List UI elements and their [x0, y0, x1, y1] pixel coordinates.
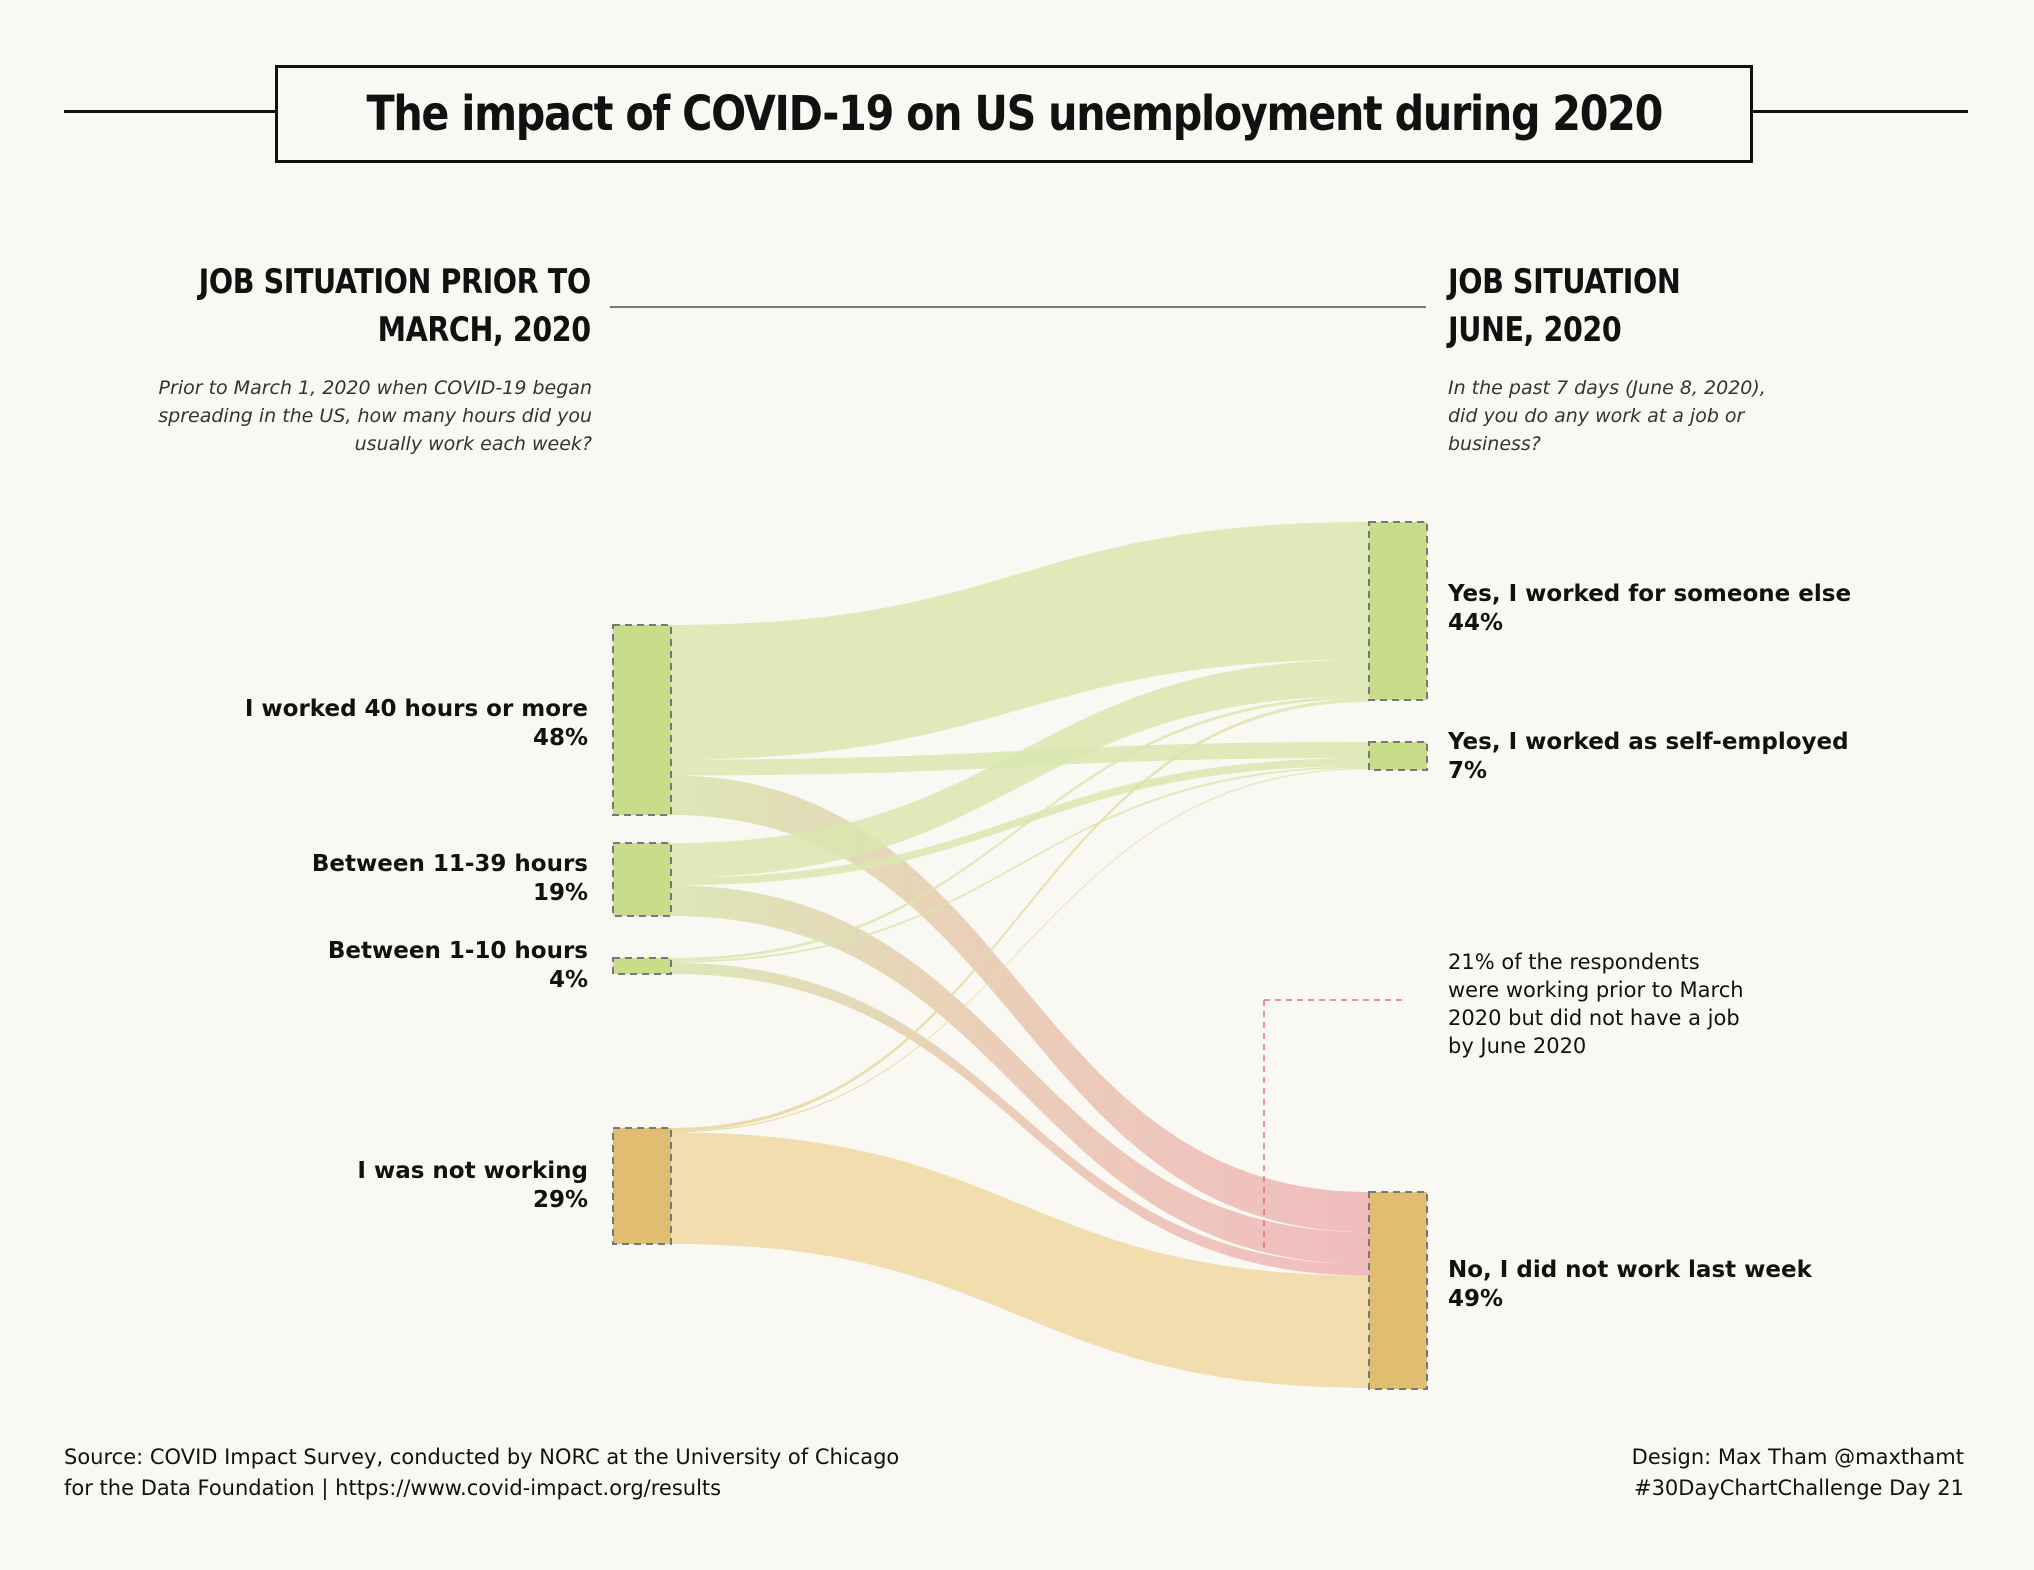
source-node-0 [612, 624, 672, 816]
source-label-text: I worked 40 hours or more [244, 696, 588, 722]
source-label-text: Between 11-39 hours [311, 851, 588, 877]
target-label-value: 49% [1448, 1286, 1504, 1312]
source-label-text: I was not working [357, 1158, 588, 1184]
annotation-connector [1263, 999, 1406, 1252]
right-heading-line-1: JOB SITUATION [1448, 262, 1681, 302]
title-rule-right [1752, 110, 1968, 113]
source-label-value: 48% [532, 725, 588, 751]
left-subtitle: Prior to March 1, 2020 when COVID-19 beg… [158, 377, 592, 455]
credit-footer-line-2: #30DayChartChallenge Day 21 [1633, 1476, 1964, 1500]
source-node-2 [612, 957, 672, 975]
right-heading-line-2: JUNE, 2020 [1448, 310, 1622, 350]
target-label-self-employed: Yes, I worked as self-employed 7% [1448, 728, 1849, 786]
target-node-2 [1368, 1191, 1428, 1390]
source-node-1 [612, 842, 672, 917]
source-label-1-10: Between 1-10 hours 4% [328, 937, 588, 995]
left-heading: JOB SITUATION PRIOR TO MARCH, 2020 [199, 258, 591, 354]
sankey-flows [671, 522, 1369, 1388]
target-label-value: 44% [1448, 610, 1504, 636]
sankey-flow-2-to-2 [671, 962, 1369, 1276]
sankey-flow-0-to-0 [671, 522, 1369, 760]
left-heading-line-1: JOB SITUATION PRIOR TO [198, 262, 591, 302]
target-label-text: Yes, I worked as self-employed [1448, 729, 1849, 755]
source-label-value: 29% [532, 1187, 588, 1213]
source-label-40-plus: I worked 40 hours or more 48% [245, 695, 588, 753]
right-heading: JOB SITUATION JUNE, 2020 [1448, 258, 1681, 354]
target-label-someone-else: Yes, I worked for someone else 44% [1448, 580, 1851, 638]
sankey-flow-2-to-1 [671, 766, 1369, 963]
source-label-11-39: Between 11-39 hours 19% [312, 850, 588, 908]
sankey-flow-2-to-0 [671, 695, 1369, 961]
source-label-value: 19% [532, 880, 588, 906]
target-label-text: Yes, I worked for someone else [1448, 581, 1852, 607]
heading-connector-rule [610, 306, 1426, 308]
chart-title: The impact of COVID-19 on US unemploymen… [366, 86, 1663, 142]
source-label-text: Between 1-10 hours [327, 938, 588, 964]
source-footer-line-2: for the Data Foundation | https://www.co… [64, 1476, 722, 1500]
target-node-0 [1368, 521, 1428, 701]
source-label-not-working: I was not working 29% [357, 1157, 588, 1215]
sankey-nodes [612, 521, 1428, 1390]
right-subtitle: In the past 7 days (June 8, 2020), did y… [1448, 377, 1766, 455]
source-footer-line-1: Source: COVID Impact Survey, conducted b… [64, 1445, 900, 1469]
credit-footer-line-1: Design: Max Tham @maxthamt [1631, 1445, 1964, 1469]
target-label-text: No, I did not work last week [1448, 1257, 1812, 1283]
sankey-flow-3-to-2 [671, 1132, 1369, 1388]
credit-footer: Design: Max Tham @maxthamt #30DayChartCh… [1632, 1442, 1964, 1504]
sankey-flow-3-to-0 [671, 698, 1369, 1132]
title-rule-left [64, 110, 276, 113]
title-box: The impact of COVID-19 on US unemploymen… [275, 65, 1753, 163]
sankey-flow-1-to-0 [671, 659, 1369, 878]
source-footer: Source: COVID Impact Survey, conducted b… [64, 1442, 899, 1504]
source-node-3 [612, 1127, 672, 1245]
source-label-value: 4% [548, 967, 588, 993]
sankey-flow-3-to-1 [671, 768, 1369, 1133]
sankey-flow-1-to-2 [671, 885, 1369, 1265]
left-heading-line-2: MARCH, 2020 [377, 310, 591, 350]
sankey-flow-0-to-2 [671, 775, 1369, 1233]
annotation-text: 21% of the respondents were working prio… [1448, 950, 1744, 1058]
target-label-value: 7% [1448, 758, 1488, 784]
target-node-1 [1368, 741, 1428, 771]
target-label-no-work: No, I did not work last week 49% [1448, 1256, 1812, 1314]
sankey-flow-1-to-1 [671, 758, 1369, 886]
